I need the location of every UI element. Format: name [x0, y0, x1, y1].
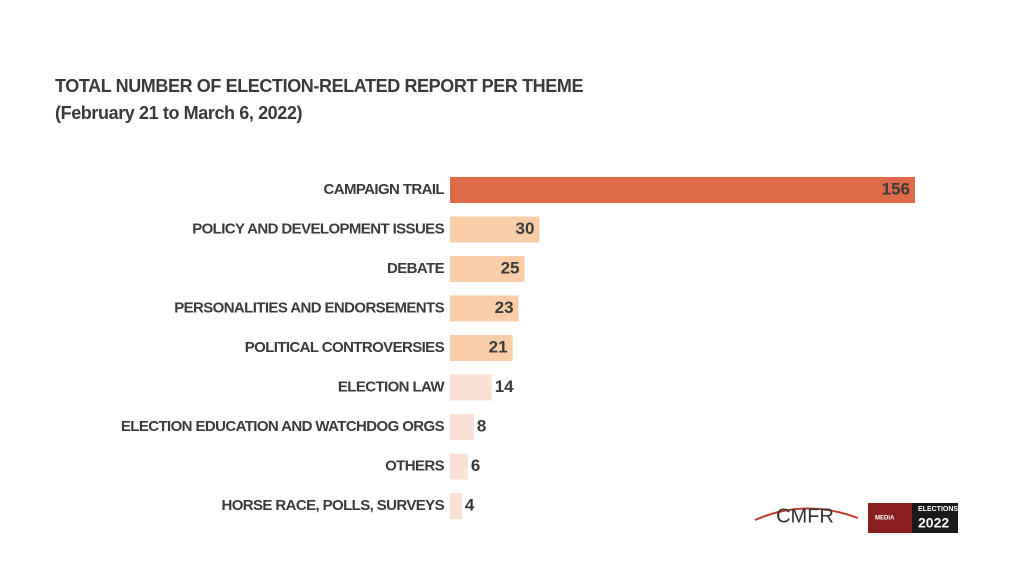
chart-subtitle: (February 21 to March 6, 2022): [55, 103, 303, 123]
bar: [450, 335, 513, 361]
value-label: 4: [465, 495, 475, 514]
bar: [450, 414, 474, 440]
bar: [450, 216, 540, 243]
logo-text: 2022: [918, 515, 949, 531]
chart-title: TOTAL NUMBER OF ELECTION-RELATED REPORT …: [55, 76, 583, 96]
bar: [450, 453, 468, 480]
category-label: CAMPAIGN TRAIL: [324, 181, 445, 198]
logo-text: MEDIA: [875, 516, 895, 522]
category-label: HORSE RACE, POLLS, SURVEYS: [221, 497, 444, 514]
category-label: POLITICAL CONTROVERSIES: [245, 339, 445, 356]
value-label: 6: [471, 456, 480, 475]
logo-swoosh: [754, 507, 859, 521]
bar: [450, 374, 492, 401]
value-label: 30: [516, 219, 535, 238]
category-label: OTHERS: [385, 457, 445, 474]
value-label: 21: [489, 337, 508, 356]
value-label: 8: [477, 416, 486, 435]
category-label: ELECTION LAW: [338, 378, 446, 395]
bar: [450, 493, 462, 519]
category-label: PERSONALITIES AND ENDORSEMENTS: [174, 299, 444, 316]
value-label: 156: [882, 179, 910, 198]
bar: [450, 295, 519, 322]
logo-text: ELECTIONS: [918, 506, 958, 513]
logo-red: [868, 503, 912, 533]
category-label: POLICY AND DEVELOPMENT ISSUES: [192, 220, 444, 237]
value-label: 25: [501, 258, 520, 277]
category-label: DEBATE: [387, 260, 445, 277]
bar: [450, 177, 915, 203]
media-elections-logo: ELECTIONS 2022 MEDIA: [868, 503, 958, 533]
bar: [450, 256, 525, 282]
category-label: ELECTION EDUCATION AND WATCHDOG ORGS: [121, 418, 445, 435]
value-label: 23: [495, 298, 514, 317]
value-label: 14: [495, 377, 514, 396]
logo-text: CMFR: [776, 505, 834, 527]
cmfr-logo: CMFR: [754, 505, 859, 527]
